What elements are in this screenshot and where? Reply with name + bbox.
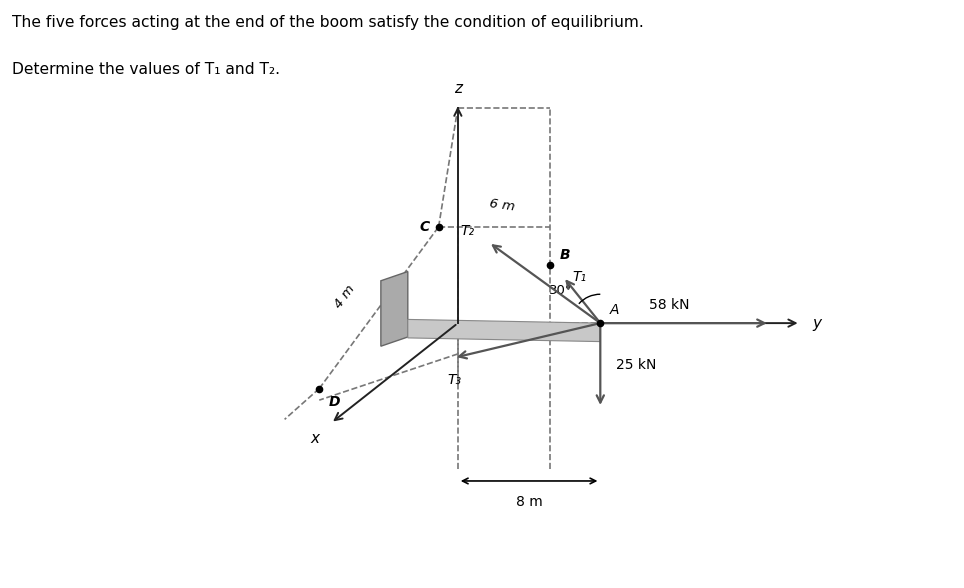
Text: 6 m: 6 m (489, 197, 516, 213)
Polygon shape (408, 319, 601, 342)
Text: 30°: 30° (549, 284, 572, 298)
Text: 58 kN: 58 kN (650, 298, 690, 312)
Text: z: z (454, 81, 462, 96)
Text: x: x (310, 431, 319, 446)
Text: D: D (329, 395, 340, 409)
Text: C: C (419, 220, 429, 234)
Text: T₃: T₃ (447, 373, 461, 387)
Text: 8 m: 8 m (516, 495, 543, 509)
Text: 25 kN: 25 kN (616, 359, 656, 372)
Text: Determine the values of T₁ and T₂.: Determine the values of T₁ and T₂. (12, 62, 280, 77)
Text: y: y (812, 316, 821, 330)
Text: T₁: T₁ (573, 270, 587, 284)
Text: The five forces acting at the end of the boom satisfy the condition of equilibri: The five forces acting at the end of the… (12, 15, 643, 30)
Text: 4 m: 4 m (332, 282, 357, 310)
Text: A: A (609, 303, 619, 317)
Text: T₂: T₂ (461, 225, 475, 238)
Polygon shape (381, 272, 408, 346)
Text: B: B (559, 248, 570, 262)
